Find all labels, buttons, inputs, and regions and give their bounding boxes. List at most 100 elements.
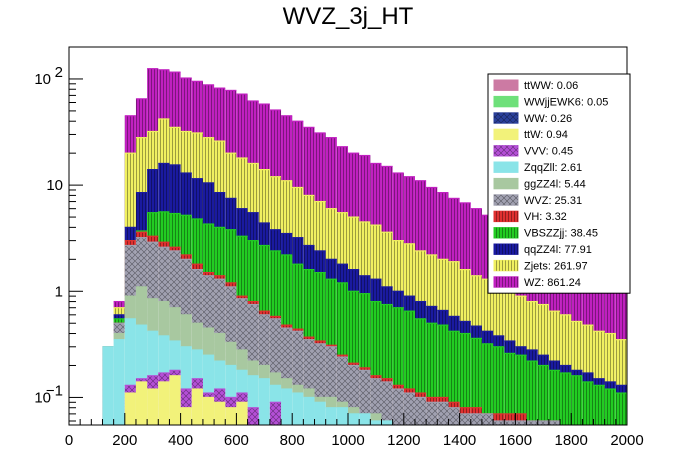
bar-hatch (292, 331, 304, 425)
bar-hatch (493, 413, 505, 425)
legend-swatch-hatch (494, 227, 518, 238)
bar-hatch (537, 365, 549, 425)
chart-title: WVZ_3j_HT (283, 3, 414, 30)
legend-entry: ZqqZll: 2.61 (493, 161, 582, 174)
y-tick-exponent: −1 (46, 382, 63, 399)
y-tick-label: 1 (55, 283, 63, 300)
bar-hatch (571, 375, 583, 425)
legend-swatch (493, 161, 519, 173)
y-tick-label: 10 (34, 71, 51, 88)
bar-hatch (426, 402, 438, 425)
legend-swatch-hatch (494, 260, 518, 271)
bar-hatch (392, 389, 404, 425)
legend-swatch-hatch (494, 112, 518, 124)
bar-hatch (448, 331, 460, 425)
bar-hatch (604, 333, 616, 425)
bar-hatch (493, 346, 505, 425)
bar-hatch (437, 325, 449, 425)
bar-hatch (615, 339, 627, 425)
bar-hatch (526, 420, 538, 425)
bar-hatch (414, 397, 427, 425)
bar-zqqzll (202, 355, 215, 425)
bar-zqqzll (135, 325, 148, 425)
bar-ttw (236, 402, 248, 425)
x-tick-label: 200 (112, 432, 137, 449)
bar-hatch (593, 331, 605, 425)
legend-label: ZqqZll: 2.61 (524, 162, 582, 174)
bar-hatch (348, 365, 360, 425)
bar-hatch (247, 407, 259, 425)
bar-hatch (359, 370, 371, 425)
bar-hatch (548, 370, 561, 425)
legend-label: WW: 0.26 (524, 113, 572, 125)
bar-hatch (269, 402, 282, 425)
bar-hatch (303, 339, 315, 425)
bar-hatch (370, 378, 382, 425)
bar-hatch (403, 393, 415, 425)
x-tick-label: 1200 (387, 432, 420, 449)
bar-zqqzll (348, 413, 360, 425)
bar-hatch (459, 333, 471, 425)
x-tick-label: 600 (224, 432, 249, 449)
bar-hatch (269, 318, 282, 425)
bar-hatch (504, 353, 516, 425)
x-tick-label: 1400 (443, 432, 476, 449)
legend-swatch-hatch (494, 194, 518, 206)
bar-zqqzll (303, 397, 315, 425)
x-tick-label: 1000 (331, 432, 364, 449)
bar-hatch (515, 420, 527, 425)
bar-hatch (336, 282, 348, 425)
y-tick-label: 10 (46, 177, 63, 194)
y-tick-exponent: 2 (55, 64, 63, 81)
bar-zqqzll (336, 407, 348, 425)
bar-ttw (202, 397, 215, 425)
bar-hatch (348, 291, 360, 425)
legend-label: VH: 3.32 (524, 211, 567, 223)
bar-hatch (281, 328, 293, 425)
bar-hatch (359, 293, 371, 425)
legend-entry: WWjjEWK6: 0.05 (493, 95, 608, 108)
legend-swatch-hatch (494, 211, 518, 222)
bar-zqqzll (258, 378, 270, 425)
legend-entry: VVV: 0.45 (493, 145, 573, 158)
legend-swatch (493, 128, 519, 141)
bar-hatch (459, 413, 471, 425)
x-tick-label: 0 (65, 432, 73, 449)
bar-hatch (515, 413, 527, 425)
bar-hatch (470, 413, 482, 425)
bar-hatch (481, 343, 494, 425)
bar-zqqzll (370, 420, 382, 425)
bar-hatch (582, 381, 594, 425)
bar-hatch (325, 346, 337, 425)
legend-label: WWjjEWK6: 0.05 (524, 96, 608, 108)
legend-label: VVV: 0.45 (524, 146, 573, 158)
bar-hatch (414, 318, 427, 425)
bar-ttw (214, 402, 226, 425)
x-tick-label: 800 (280, 432, 305, 449)
bar-hatch (515, 355, 527, 425)
legend-entry: WZ: 861.24 (493, 276, 581, 289)
bar-hatch (470, 338, 482, 425)
bar-ttw (147, 389, 159, 425)
legend-entry: ttWW: 0.06 (493, 79, 578, 92)
bar-zqqzll (124, 318, 136, 425)
legend-label: ttWW: 0.06 (524, 80, 578, 92)
legend-entry: WW: 0.26 (493, 112, 572, 125)
x-tick-label: 1800 (555, 432, 588, 449)
bar-hatch (370, 301, 382, 425)
legend-label: qqZZ4l: 77.91 (524, 244, 592, 256)
legend-swatch-hatch (494, 276, 518, 288)
bar-hatch (537, 420, 549, 425)
bar-ttw (169, 375, 181, 425)
bar-ttw (191, 389, 203, 425)
legend-label: WVZ: 25.31 (524, 195, 582, 207)
bar-hatch (504, 420, 516, 425)
bar-hatch (548, 420, 561, 425)
bar-zqqzll (381, 420, 393, 425)
bar-hatch (526, 361, 538, 425)
legend-label: ggZZ4l: 5.44 (524, 178, 586, 190)
legend-entry: Zjets: 261.97 (493, 259, 588, 272)
bar-zqqzll (325, 407, 337, 425)
bar-ttw (225, 407, 237, 425)
series-ttw (124, 375, 248, 425)
